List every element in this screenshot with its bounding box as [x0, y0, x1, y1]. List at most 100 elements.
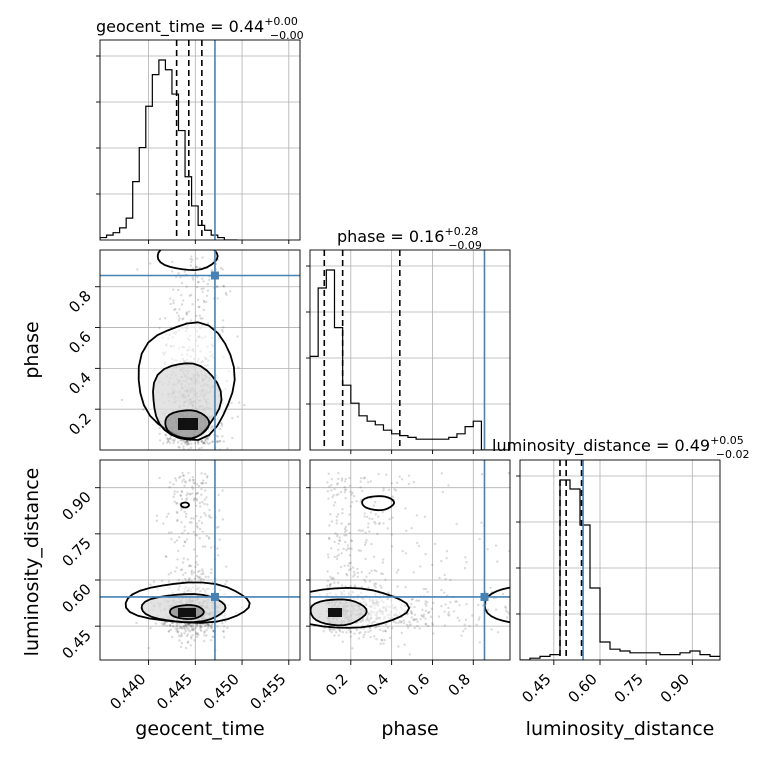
sample-point — [361, 529, 365, 532]
sample-point — [167, 438, 170, 441]
sample-point — [160, 622, 163, 625]
sample-point — [183, 540, 187, 543]
sample-point — [369, 480, 372, 483]
sample-point — [348, 484, 352, 487]
sample-point — [337, 553, 340, 557]
x-tick-label: 0.440 — [106, 670, 149, 713]
sample-point — [350, 493, 353, 496]
sample-point — [391, 495, 394, 498]
sample-point — [174, 477, 177, 480]
sample-point — [172, 301, 175, 305]
sample-point — [410, 616, 413, 619]
sample-point — [187, 623, 191, 626]
sample-point — [169, 571, 173, 575]
sample-point — [388, 636, 392, 640]
sample-point — [401, 478, 404, 481]
sample-point — [164, 317, 167, 320]
sample-point — [192, 478, 195, 482]
sample-point — [186, 558, 190, 561]
sample-point — [211, 440, 214, 444]
sample-point — [381, 561, 385, 564]
sample-point — [330, 484, 333, 487]
sample-point — [197, 440, 200, 444]
sample-point — [182, 625, 186, 628]
sample-point — [167, 630, 170, 633]
sample-point — [198, 569, 201, 573]
sample-point — [202, 441, 206, 445]
sample-point — [337, 477, 340, 481]
sample-point — [182, 474, 185, 477]
sample-point — [407, 482, 411, 486]
sample-point — [187, 578, 191, 581]
sample-point — [168, 629, 171, 633]
sample-point — [410, 526, 413, 530]
sample-point — [184, 577, 187, 581]
sample-point — [188, 478, 191, 481]
sample-point — [345, 631, 348, 634]
sample-point — [347, 564, 350, 567]
sample-point — [367, 481, 370, 484]
sample-point — [348, 554, 351, 557]
sample-point — [395, 481, 399, 484]
sample-point — [175, 630, 178, 633]
sample-point — [178, 627, 182, 630]
x-tick-label: 0.4 — [363, 670, 393, 700]
sample-point — [179, 635, 182, 638]
contour-top — [156, 250, 219, 272]
sample-point — [203, 624, 206, 627]
sample-point — [171, 439, 174, 442]
title-luminosity-distance-text: luminosity_distance = 0.49 — [492, 436, 710, 456]
sample-point — [172, 625, 175, 628]
sample-point — [415, 599, 418, 602]
sample-point — [196, 491, 199, 495]
sample-point — [204, 545, 207, 548]
sample-point — [350, 501, 354, 504]
sample-point — [187, 629, 190, 632]
sample-point — [370, 542, 373, 546]
sample-point — [172, 441, 175, 445]
sample-point — [447, 611, 450, 614]
sample-point — [175, 479, 178, 482]
sample-point — [347, 568, 351, 572]
title-luminosity-distance-minus: −0.02 — [716, 448, 750, 461]
sample-point — [200, 482, 204, 485]
sample-point — [171, 260, 174, 264]
sample-point — [192, 624, 195, 628]
sample-point — [336, 533, 339, 536]
sample-point — [195, 635, 199, 639]
sample-point — [201, 441, 205, 445]
histogram-step — [100, 59, 238, 240]
sample-point — [447, 484, 450, 487]
sample-point — [328, 524, 331, 527]
sample-point — [195, 574, 198, 577]
sample-point — [215, 526, 219, 529]
sample-point — [486, 548, 489, 551]
sample-point — [191, 485, 194, 489]
sample-point — [195, 483, 199, 486]
sample-point — [185, 646, 188, 650]
sample-point — [374, 586, 377, 589]
sample-point — [417, 599, 420, 602]
sample-point — [404, 507, 407, 510]
x-tick-label: 0.8 — [444, 670, 474, 700]
sample-point — [206, 475, 209, 478]
sample-point — [504, 609, 508, 612]
sample-point — [327, 497, 330, 500]
sample-point — [335, 515, 339, 518]
contour-right — [483, 586, 510, 624]
sample-point — [180, 508, 183, 512]
sample-point — [377, 515, 380, 518]
sample-point — [333, 501, 337, 504]
sample-point — [331, 576, 334, 579]
title-luminosity-distance-plus: +0.05 — [710, 434, 744, 447]
sample-point — [203, 502, 206, 506]
sample-point — [384, 623, 388, 626]
sample-point — [182, 440, 185, 443]
hist-group — [520, 460, 720, 660]
sample-point — [191, 634, 194, 637]
sample-point — [199, 625, 202, 628]
sample-point — [419, 565, 422, 568]
sample-point — [387, 488, 391, 492]
sample-point — [199, 626, 202, 629]
x-tick-label: 0.75 — [611, 670, 647, 706]
